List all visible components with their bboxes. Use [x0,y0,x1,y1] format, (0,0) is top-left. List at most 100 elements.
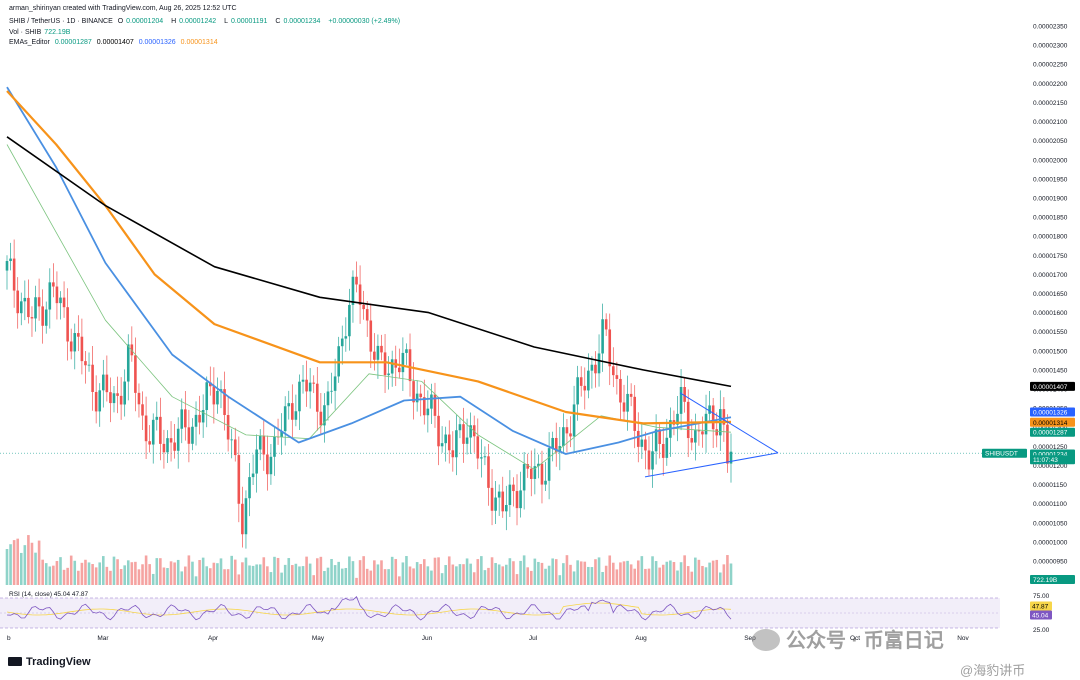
volume-bar [619,562,622,585]
x-tick-label: Aug [635,635,647,642]
price-label-text: 11:07:43 [1033,457,1058,464]
y-tick-label: 0.00000950 [1033,559,1068,566]
volume-bar [526,567,530,585]
volume-bar [319,556,323,585]
candle-body [52,282,55,287]
candle-body [298,381,301,412]
y-tick-label: 0.00001450 [1033,367,1068,374]
volume-bar [34,552,37,585]
candle-body [237,455,241,504]
volume-bar [704,567,708,585]
volume-bar [208,568,212,585]
volume-bar [544,568,547,585]
rsi-line [6,596,732,621]
volume-bar [48,566,52,585]
candle-body [77,333,80,337]
candle-body [547,448,551,481]
volume-bar [141,564,144,585]
volume-bar [726,555,729,585]
volume-bar [590,567,594,585]
candle-body [34,297,37,319]
volume-bar [52,565,55,585]
price-label-text: 0.00001287 [1033,430,1068,437]
volume-bar [55,561,59,585]
volume-bar [191,561,194,585]
volume-bar [651,556,654,585]
candle-body [12,258,16,291]
y-tick-label: 0.00002100 [1033,119,1068,126]
volume-bar [173,562,176,585]
ema-value-3: 0.00001326 [138,39,176,46]
x-tick-label: Jul [529,635,538,642]
candle-body [312,382,316,384]
volume-bar [415,562,419,585]
volume-bar [679,562,683,585]
volume-bar [237,574,241,585]
candle-body [151,419,155,445]
volume-bar [669,560,672,585]
volume-bar [465,558,469,585]
volume-bar [569,564,572,585]
volume-bar [398,576,401,585]
candle-body [501,491,505,512]
price-label-text: 0.00001326 [1033,409,1068,416]
candle-body [84,361,87,366]
candle-body [141,404,144,416]
candle-body [262,435,266,455]
candle-body [187,427,191,444]
candle-body [41,306,44,326]
volume-bar [126,560,130,585]
volume-bar [369,570,373,585]
volume-bar [251,565,255,585]
volume-bar [658,567,661,585]
candle-body [729,451,733,464]
candle-body [579,377,583,386]
volume-bar [312,575,316,585]
candle-body [223,389,226,416]
candle-body [383,352,387,376]
volume-bar [130,562,134,585]
volume-bar [676,570,679,585]
candle-body [201,410,205,423]
candle-body [266,454,269,475]
candle-body [184,409,187,428]
candle-body [715,429,719,436]
volume-bar [612,562,615,585]
volume-bar [351,561,355,585]
x-tick-label: Jun [422,635,433,642]
candle-body [512,484,515,492]
x-tick-label: Nov [957,635,969,642]
volume-bar [480,556,483,585]
candle-body [241,503,244,535]
volume-bar [98,562,102,585]
volume-bar [280,572,283,585]
y-tick-label: 0.00001950 [1033,176,1068,183]
volume-bar [483,570,487,585]
y-tick-label: 0.00002000 [1033,157,1068,164]
volume-bar [458,564,462,585]
volume-bar [594,559,597,585]
candle-body [433,394,437,416]
candle-body [37,297,41,307]
candle-body [505,504,508,512]
volume-bar [94,567,98,585]
candle-body [16,290,19,314]
candle-body [291,403,294,420]
candle-body [405,349,408,353]
volume-bar [301,566,305,585]
volume-bar [37,540,41,585]
volume-bar [380,560,383,585]
candle-body [101,374,105,391]
candle-body [98,390,102,412]
volume-bar [505,564,508,585]
volume-bar [233,559,237,585]
candle-body [529,468,533,479]
volume-bar [711,560,715,585]
volume-bar [241,562,244,585]
candle-body [533,466,537,479]
volume-bar [194,576,198,585]
volume-bar [686,566,690,585]
candle-body [701,431,704,435]
volume-bar [537,561,540,585]
